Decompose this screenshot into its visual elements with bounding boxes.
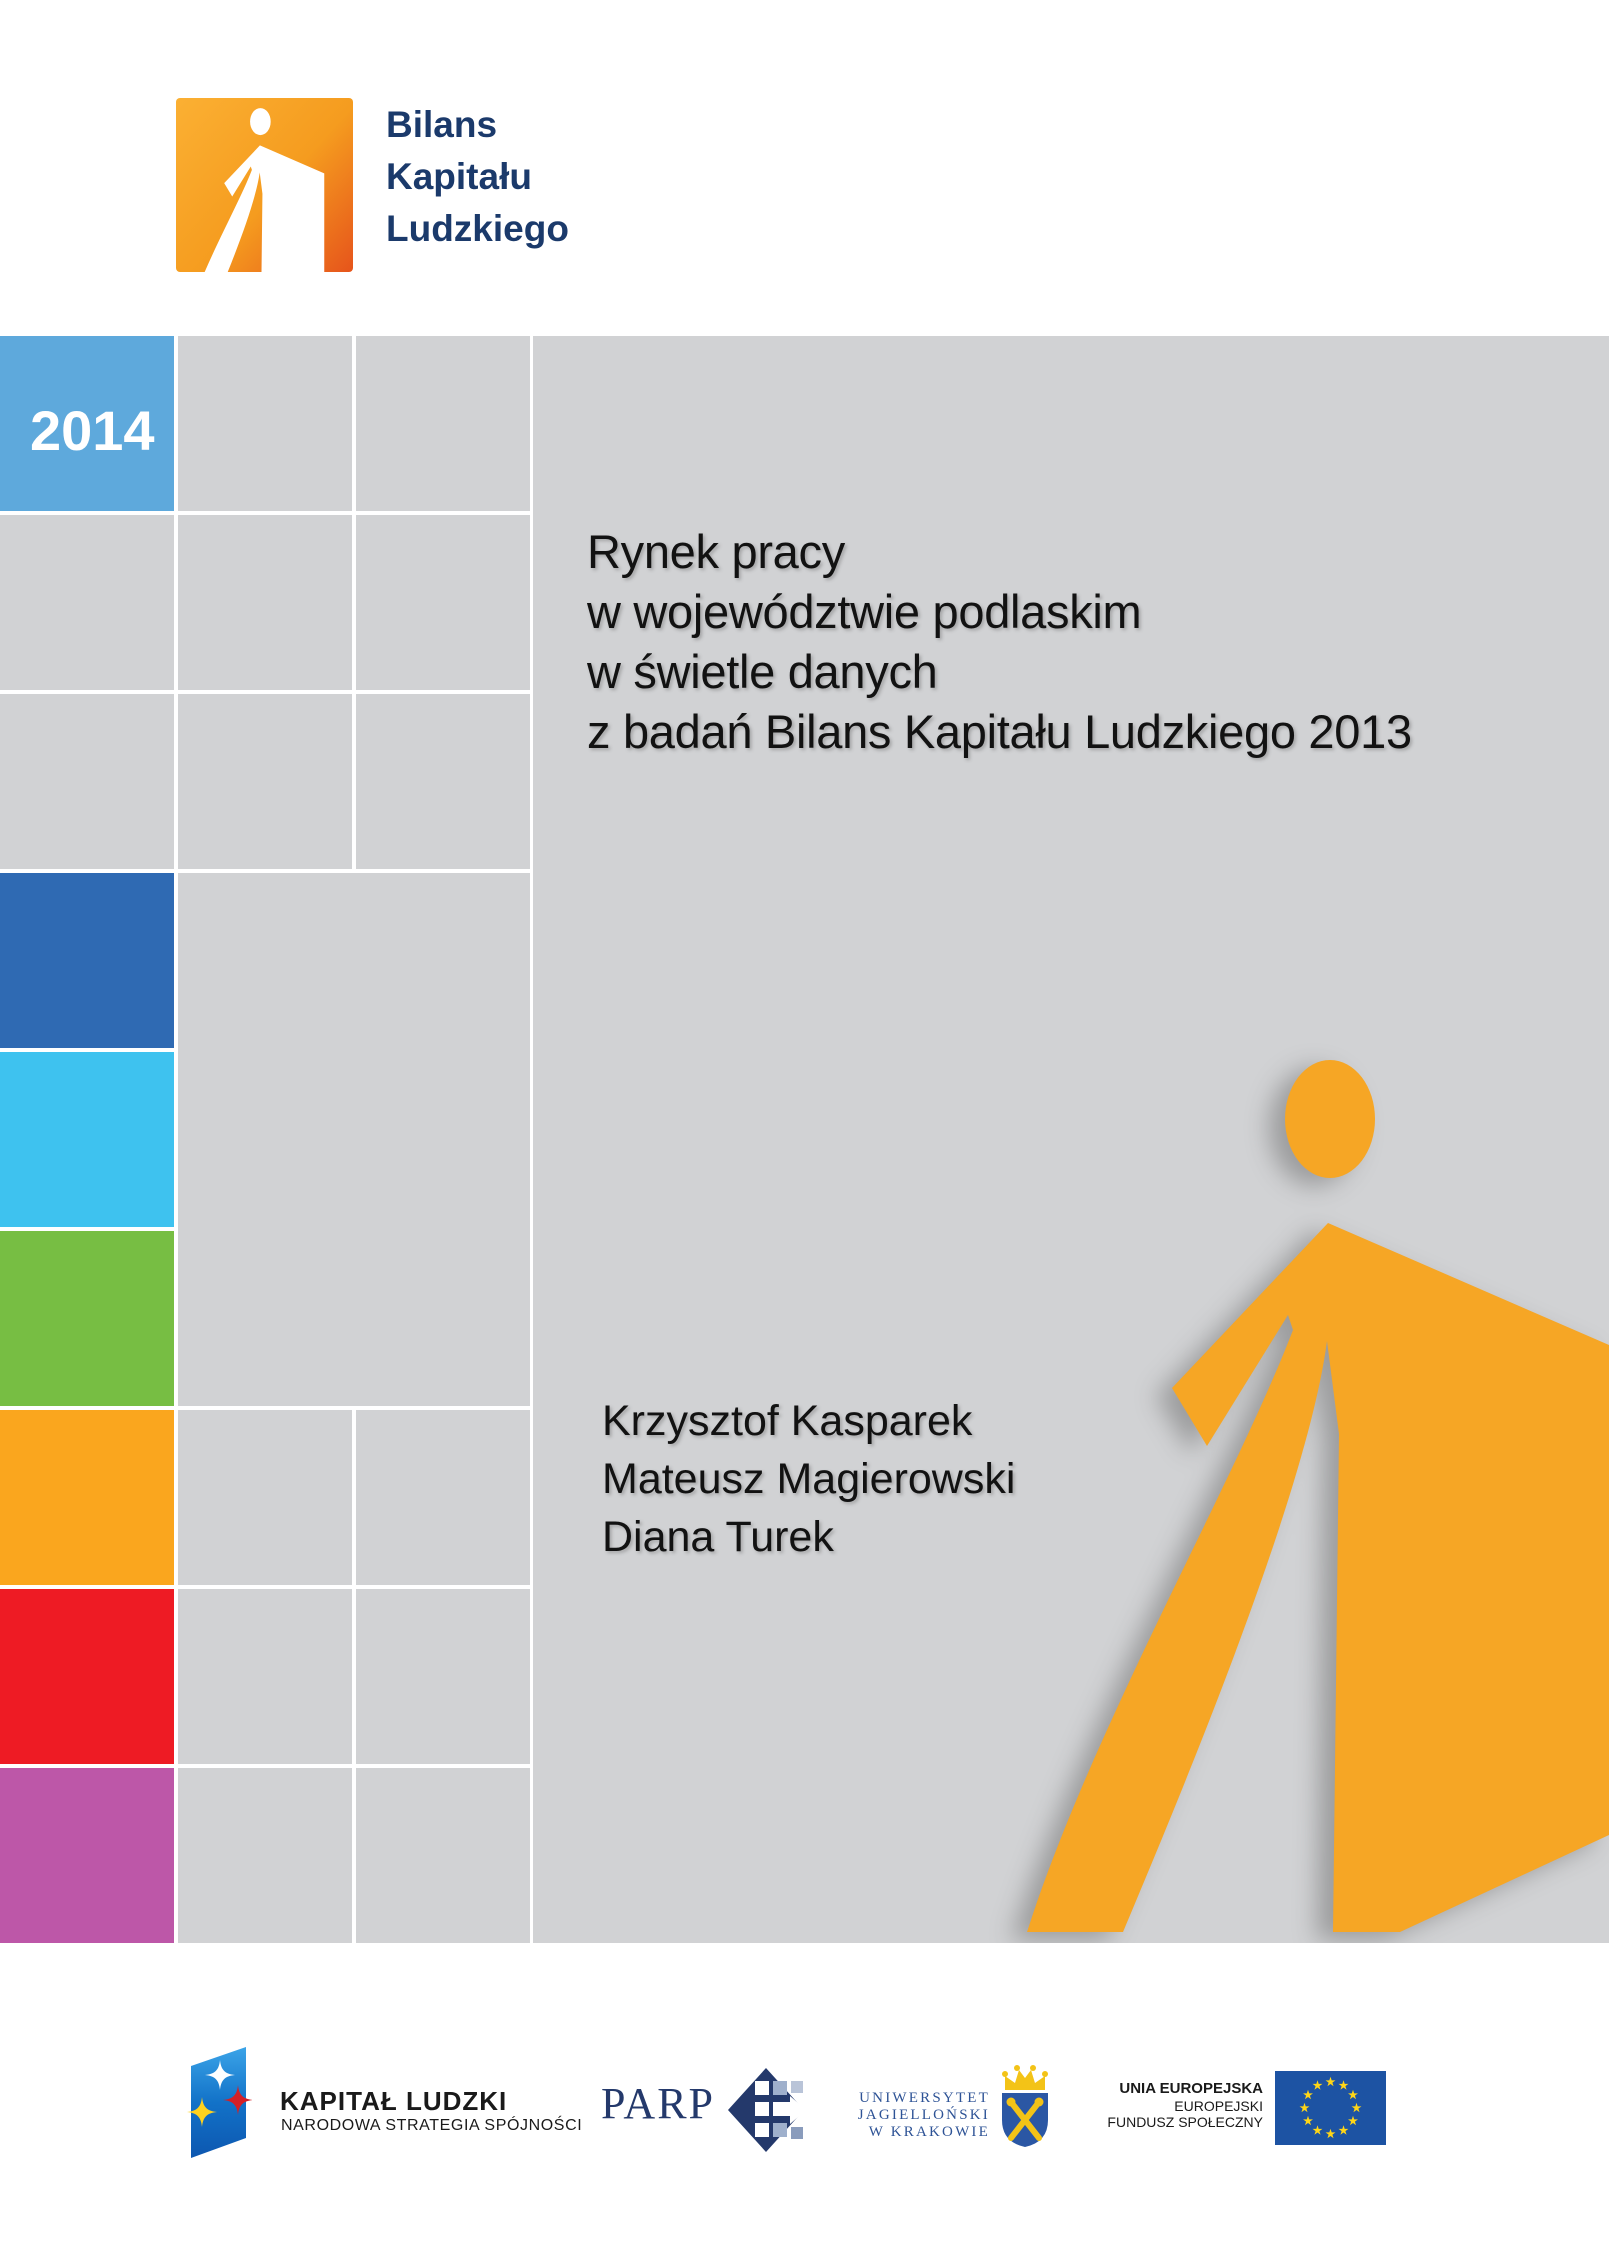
grid-cell-red <box>0 1589 174 1764</box>
grid-merged-block <box>178 873 530 1406</box>
uj-line: UNIWERSYTET <box>859 2090 990 2106</box>
eu-line: EUROPEJSKI <box>1174 2098 1263 2114</box>
authors: Krzysztof Kasparek Mateusz Magierowski D… <box>602 1392 1015 1566</box>
brand-line: Ludzkiego <box>386 208 569 249</box>
grid-cell <box>356 694 530 869</box>
kapital-ludzki-flag-icon <box>187 2047 252 2158</box>
uj-crest-icon <box>1002 2065 1048 2147</box>
brand-line: Bilans <box>386 104 498 145</box>
kapital-ludzki-subtitle: NARODOWA STRATEGIA SPÓJNOŚCI <box>281 2117 583 2134</box>
grid-cell <box>356 336 530 511</box>
report-title: Rynek pracy w województwie podlaskim w ś… <box>587 522 1412 762</box>
grid-cell <box>356 1589 530 1764</box>
cover-panel: Rynek pracy w województwie podlaskim w ś… <box>533 336 1609 1943</box>
bkl-person-icon <box>191 108 325 272</box>
bkl-logo <box>176 98 353 272</box>
grid-cell-cyan <box>0 1052 174 1227</box>
eu-line: FUNDUSZ SPOŁECZNY <box>1107 2114 1263 2130</box>
brand-line: Kapitału <box>386 156 532 197</box>
author-name: Mateusz Magierowski <box>602 1455 1016 1503</box>
uj-line: W KRAKOWIE <box>868 2124 990 2140</box>
title-line: w świetle danych <box>587 645 938 698</box>
grid-cell <box>178 336 352 511</box>
grid-cell <box>178 1768 352 1943</box>
title-line: Rynek pracy <box>587 525 845 578</box>
year-cell: 2014 <box>0 336 174 511</box>
uj-line: JAGIELLOŃSKI <box>857 2107 990 2123</box>
parp-wordmark: PARP <box>601 2079 716 2128</box>
grid-cell-dark-blue <box>0 873 174 1048</box>
brand-wordmark: Bilans Kapitału Ludzkiego <box>386 99 569 255</box>
author-name: Krzysztof Kasparek <box>602 1397 973 1445</box>
grid-cell <box>356 1768 530 1943</box>
year-badge: 2014 <box>30 399 155 462</box>
grid-cell-orange <box>0 1410 174 1585</box>
author-name: Diana Turek <box>602 1513 834 1561</box>
eu-flag-icon <box>1275 2071 1386 2145</box>
title-line: w województwie podlaskim <box>587 585 1142 638</box>
grid-cell <box>0 694 174 869</box>
grid-cell <box>356 1410 530 1585</box>
grid-cell <box>178 694 352 869</box>
parp-diamond-icon <box>728 2068 806 2152</box>
uj-wordmark: UNIWERSYTET JAGIELLOŃSKI W KRAKOWIE <box>790 2090 990 2141</box>
grid-cell <box>178 1589 352 1764</box>
kapital-ludzki-title: KAPITAŁ LUDZKI <box>280 2086 508 2116</box>
grid-cell <box>356 515 530 690</box>
title-line: z badań Bilans Kapitału Ludzkiego 2013 <box>587 705 1412 758</box>
grid-cell <box>178 1410 352 1585</box>
eu-wordmark: UNIA EUROPEJSKA EUROPEJSKI FUNDUSZ SPOŁE… <box>1028 2080 1263 2130</box>
grid-cell-green <box>0 1231 174 1406</box>
grid-cell-magenta <box>0 1768 174 1943</box>
grid-cell <box>178 515 352 690</box>
eu-line: UNIA EUROPEJSKA <box>1119 2080 1263 2097</box>
grid-cell <box>0 515 174 690</box>
